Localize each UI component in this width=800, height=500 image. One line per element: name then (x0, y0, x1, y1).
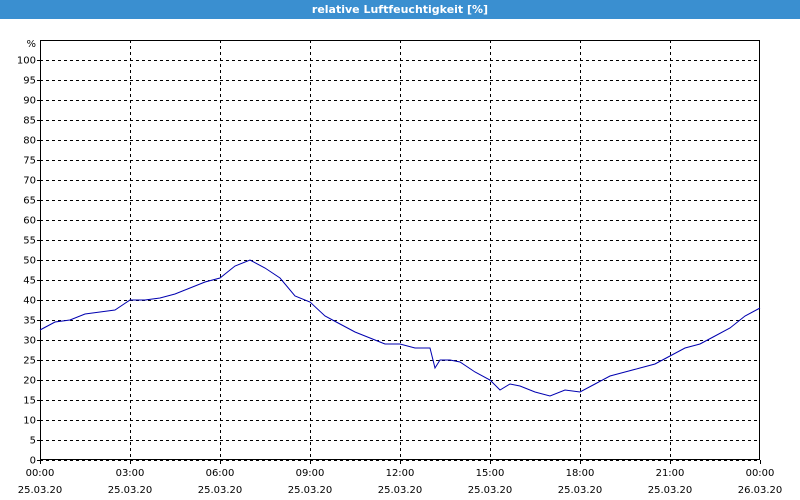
series-humidity-line (39, 259, 761, 397)
x-tick-time: 09:00 (296, 468, 325, 479)
x-tick-time: 12:00 (386, 468, 415, 479)
x-tick-date: 25.03.20 (198, 485, 243, 496)
y-tick-label: 95 (23, 76, 36, 87)
y-tick-label: 5 (30, 436, 36, 447)
y-axis-labels: 0 5 10 15 20 25 30 35 40 45 50 55 60 65 70 75 80 85 90 95 10… (17, 56, 36, 467)
x-tick-date: 25.03.20 (648, 485, 693, 496)
y-tick-label: 35 (23, 316, 36, 327)
y-tick-label: 80 (23, 136, 36, 147)
y-tick-label: 30 (23, 336, 36, 347)
x-tick-date: 26.03.20 (738, 485, 783, 496)
y-tick-label: 60 (23, 216, 36, 227)
chart-title: relative Luftfeuchtigkeit [%] (0, 0, 800, 19)
y-tick-label: 100 (17, 56, 36, 67)
y-tick-label: 20 (23, 376, 36, 387)
y-tick-label: 90 (23, 96, 36, 107)
y-axis-unit: % (26, 39, 36, 50)
x-axis-labels: 00:00 25.03.20 03:00 25.03.20 06:00 25.03.20 0… (18, 468, 783, 496)
y-tick-label: 70 (23, 176, 36, 187)
humidity-chart: 0 5 10 15 20 25 30 35 40 45 50 55 60 65 70 75 80 85 90 95 10… (17, 39, 783, 496)
x-tick-time: 03:00 (116, 468, 145, 479)
x-tick-time: 06:00 (206, 468, 235, 479)
y-tick-label: 15 (23, 396, 36, 407)
y-tick-label: 25 (23, 356, 36, 367)
y-tick-label: 50 (23, 256, 36, 267)
y-tick-label: 75 (23, 156, 36, 167)
x-tick-time: 00:00 (26, 468, 55, 479)
x-tick-date: 25.03.20 (288, 485, 333, 496)
x-tick-date: 25.03.20 (468, 485, 513, 496)
y-tick-label: 0 (30, 456, 36, 467)
y-tick-label: 10 (23, 416, 36, 427)
x-tick-date: 25.03.20 (18, 485, 63, 496)
x-tick-date: 25.03.20 (558, 485, 603, 496)
y-tick-label: 85 (23, 116, 36, 127)
plot-frame (40, 40, 760, 460)
y-tick-label: 55 (23, 236, 36, 247)
x-tick-date: 25.03.20 (378, 485, 423, 496)
x-tick-date: 25.03.20 (108, 485, 153, 496)
x-tick-time: 15:00 (476, 468, 505, 479)
x-tick-time: 18:00 (566, 468, 595, 479)
x-gridlines (40, 40, 761, 464)
x-tick-time: 00:00 (746, 468, 775, 479)
y-tick-label: 40 (23, 296, 36, 307)
y-tick-label: 45 (23, 276, 36, 287)
x-tick-time: 21:00 (656, 468, 685, 479)
y-tick-label: 65 (23, 196, 36, 207)
